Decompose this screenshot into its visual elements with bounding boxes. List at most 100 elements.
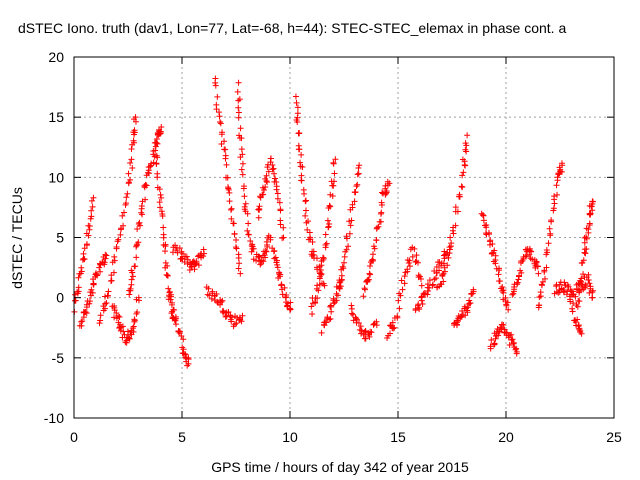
data-point <box>223 174 230 181</box>
data-point <box>235 251 242 258</box>
data-point <box>460 169 467 176</box>
data-point <box>487 343 494 350</box>
data-point <box>253 257 260 264</box>
data-point <box>555 289 562 296</box>
data-point <box>404 268 411 275</box>
data-point <box>373 318 380 325</box>
data-point <box>415 304 422 311</box>
data-point <box>86 298 93 305</box>
data-point <box>572 293 579 300</box>
axis-ticks: 0 5 10 15 20 25 -10 -5 0 5 10 15 20 <box>44 49 622 445</box>
data-point <box>263 238 270 245</box>
data-point <box>88 197 95 204</box>
x-tick-label: 15 <box>390 429 406 445</box>
data-point <box>185 360 192 367</box>
data-point <box>133 310 140 317</box>
data-point <box>480 217 487 224</box>
data-point <box>496 267 503 274</box>
data-point <box>519 257 526 264</box>
data-point <box>537 293 544 300</box>
data-point <box>535 270 542 277</box>
data-point <box>83 304 90 311</box>
data-point <box>490 249 497 256</box>
data-point <box>308 303 315 310</box>
data-point <box>83 310 90 317</box>
data-point <box>270 165 277 172</box>
data-point <box>426 277 433 284</box>
data-point <box>395 297 402 304</box>
data-point <box>131 129 138 136</box>
data-point <box>382 182 389 189</box>
data-point <box>162 243 169 250</box>
data-point <box>429 281 436 288</box>
data-point <box>339 263 346 270</box>
data-point <box>228 314 235 321</box>
data-point <box>128 281 135 288</box>
data-point <box>578 330 585 337</box>
data-point <box>314 295 321 302</box>
data-point <box>322 231 329 238</box>
data-point <box>320 255 327 262</box>
data-point <box>406 263 413 270</box>
data-point <box>222 313 229 320</box>
data-point <box>235 79 242 86</box>
data-point <box>139 211 146 218</box>
data-point <box>300 186 307 193</box>
data-point <box>121 209 128 216</box>
data-point <box>173 321 180 328</box>
data-point <box>309 310 316 317</box>
data-point <box>81 256 88 263</box>
data-point <box>394 313 401 320</box>
data-point <box>278 282 285 289</box>
data-point <box>514 279 521 286</box>
data-point <box>303 207 310 214</box>
data-point <box>272 254 279 261</box>
data-point <box>334 292 341 299</box>
data-point <box>365 276 372 283</box>
data-point <box>389 319 396 326</box>
data-point <box>110 269 117 276</box>
data-point <box>115 312 122 319</box>
data-point <box>583 245 590 252</box>
data-point <box>417 273 424 280</box>
data-point <box>570 300 577 307</box>
data-point <box>162 259 169 266</box>
data-point <box>371 245 378 252</box>
data-point <box>223 161 230 168</box>
data-point <box>589 207 596 214</box>
data-point <box>233 237 240 244</box>
data-point <box>277 207 284 214</box>
data-point <box>176 245 183 252</box>
data-point <box>222 155 229 162</box>
data-series-arc <box>212 75 244 277</box>
data-point <box>294 118 301 125</box>
y-tick-label: 20 <box>48 49 64 65</box>
data-point <box>355 165 362 172</box>
data-point <box>501 326 508 333</box>
data-point <box>217 120 224 127</box>
data-point <box>181 351 188 358</box>
data-series-arc <box>412 244 453 314</box>
data-point <box>354 181 361 188</box>
data-point <box>178 332 185 339</box>
data-point <box>517 267 524 274</box>
data-point <box>554 191 561 198</box>
data-point <box>145 169 152 176</box>
data-point <box>299 163 306 170</box>
data-point <box>222 146 229 153</box>
data-point <box>536 302 543 309</box>
data-point <box>127 159 134 166</box>
data-point <box>142 181 149 188</box>
data-point <box>102 251 109 258</box>
data-series-arc <box>109 294 142 346</box>
data-point <box>237 270 244 277</box>
data-point <box>505 306 512 313</box>
data-point <box>230 220 237 227</box>
data-point <box>340 259 347 266</box>
data-point <box>96 264 103 271</box>
data-point <box>262 183 269 190</box>
data-point <box>533 259 540 266</box>
data-point <box>352 189 359 196</box>
data-point <box>527 248 534 255</box>
data-point <box>212 79 219 86</box>
